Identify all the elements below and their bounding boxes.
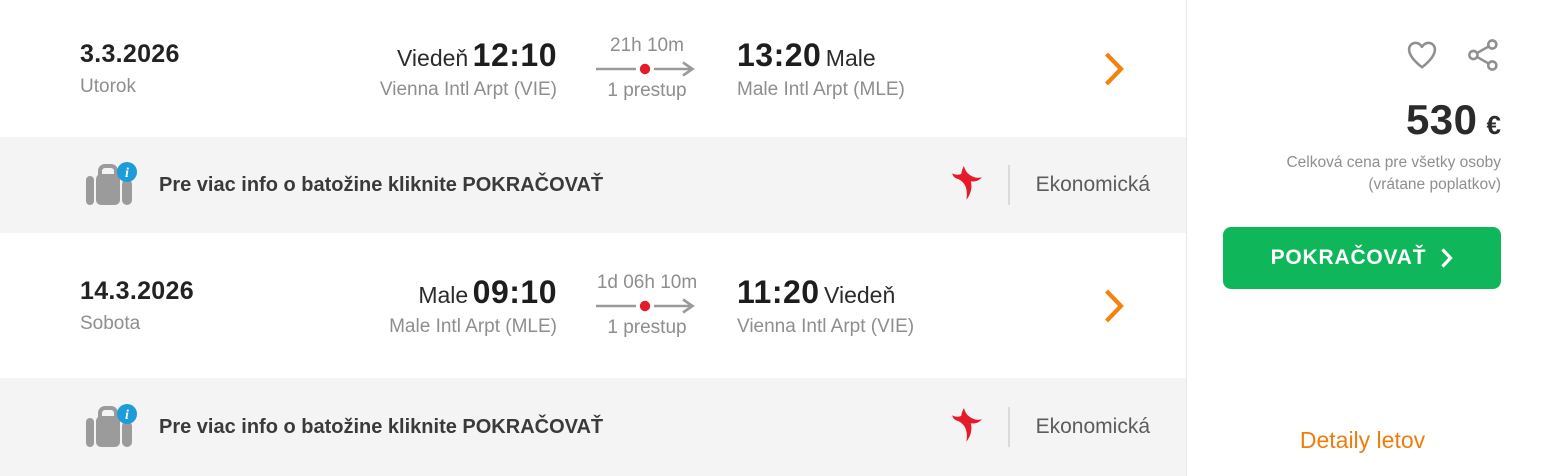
svg-text:i: i	[125, 408, 129, 423]
outbound-departure-time: 12:10	[472, 36, 557, 73]
info-badge-icon	[117, 404, 137, 424]
return-departure-time: 09:10	[472, 273, 557, 310]
price-amount: 530	[1405, 96, 1478, 143]
outbound-stops: 1 prestup	[607, 80, 687, 101]
outbound-duration: 21h 10m	[610, 35, 684, 56]
route-arrow-icon	[596, 298, 695, 314]
return-open-chevron-icon[interactable]	[1102, 286, 1126, 326]
price-note: Celková cena pre všetky osoby (vrátane p…	[1286, 152, 1501, 197]
continue-chevron-icon	[1441, 248, 1454, 268]
return-arrival-airport: Vienna Intl Arpt (VIE)	[737, 315, 915, 337]
total-price: 530 €	[1406, 96, 1501, 144]
outbound-departure-city: Viedeň	[397, 44, 469, 71]
price-note-line1: Celková cena pre všetky osoby	[1286, 154, 1501, 171]
return-arrival: 11:20 Viedeň Vienna Intl Arpt (VIE)	[737, 274, 1067, 338]
price-panel: 530 € Celková cena pre všetky osoby (vrá…	[1186, 0, 1542, 476]
outbound-arrival-airport: Male Intl Arpt (MLE)	[737, 78, 905, 100]
baggage-icon: i	[85, 403, 139, 451]
price-currency: €	[1486, 110, 1501, 140]
outbound-flight-row[interactable]: 3.3.2026 Utorok Viedeň 12:10 Vienna Intl…	[0, 0, 1186, 137]
return-weekday: Sobota	[80, 312, 141, 334]
return-flight-row[interactable]: 14.3.2026 Sobota Male 09:10 Male Intl Ar…	[0, 233, 1186, 378]
outbound-arrival-time: 13:20	[737, 36, 822, 73]
cabin-group: Ekonomická	[951, 165, 1150, 205]
return-duration: 1d 06h 10m	[596, 272, 698, 293]
flight-details-link[interactable]: Detaily letov	[1299, 426, 1426, 453]
outbound-route-summary: 21h 10m 1 prestup	[557, 35, 737, 102]
outbound-weekday: Utorok	[80, 75, 136, 97]
share-icon	[1468, 39, 1498, 71]
airline-bird-icon	[951, 166, 982, 200]
price-note-line2: (vrátane poplatkov)	[1368, 176, 1501, 194]
favorite-share-row	[1403, 36, 1501, 74]
cabin-divider	[1007, 165, 1010, 205]
return-arrival-time: 11:20	[737, 273, 820, 310]
continue-button[interactable]: POKRAČOVAŤ	[1223, 226, 1501, 289]
cabin-divider	[1007, 407, 1010, 447]
outbound-baggage-row: i Pre viac info o batožine kliknite POKR…	[0, 137, 1186, 233]
return-departure-airport: Male Intl Arpt (MLE)	[389, 315, 557, 337]
baggage-icon: i	[85, 161, 139, 209]
itinerary-panel: 3.3.2026 Utorok Viedeň 12:10 Vienna Intl…	[0, 0, 1186, 476]
info-badge-icon	[117, 162, 137, 182]
heart-icon	[1407, 41, 1437, 69]
outbound-open-chevron-icon[interactable]	[1102, 49, 1126, 89]
continue-button-label: POKRAČOVAŤ	[1270, 245, 1427, 269]
outbound-date-block: 3.3.2026 Utorok	[80, 40, 320, 98]
share-button[interactable]	[1465, 37, 1501, 73]
return-baggage-row: i Pre viac info o batožine kliknite POKR…	[0, 378, 1186, 476]
svg-text:i: i	[125, 166, 129, 181]
favorite-button[interactable]	[1403, 37, 1441, 73]
return-date: 14.3.2026	[80, 276, 194, 305]
route-arrow-icon	[596, 61, 695, 77]
outbound-departure-airport: Vienna Intl Arpt (VIE)	[379, 78, 557, 100]
return-arrival-city: Viedeň	[824, 281, 896, 308]
return-stops: 1 prestup	[607, 317, 687, 338]
outbound-arrival: 13:20 Male Male Intl Arpt (MLE)	[737, 37, 1067, 101]
cabin-class-label: Ekonomická	[1035, 173, 1150, 196]
cabin-group: Ekonomická	[951, 407, 1150, 447]
outbound-departure: Viedeň 12:10 Vienna Intl Arpt (VIE)	[320, 37, 557, 101]
return-date-block: 14.3.2026 Sobota	[80, 277, 320, 335]
return-departure: Male 09:10 Male Intl Arpt (MLE)	[320, 274, 557, 338]
outbound-arrival-city: Male	[825, 44, 876, 71]
outbound-date: 3.3.2026	[80, 39, 180, 68]
baggage-info-text: Pre viac info o batožine kliknite POKRAČ…	[159, 173, 604, 196]
cabin-class-label: Ekonomická	[1035, 415, 1150, 438]
airline-bird-icon	[951, 408, 982, 442]
return-route-summary: 1d 06h 10m 1 prestup	[557, 272, 737, 339]
return-departure-city: Male	[418, 281, 469, 308]
baggage-info-text: Pre viac info o batožine kliknite POKRAČ…	[159, 415, 604, 438]
